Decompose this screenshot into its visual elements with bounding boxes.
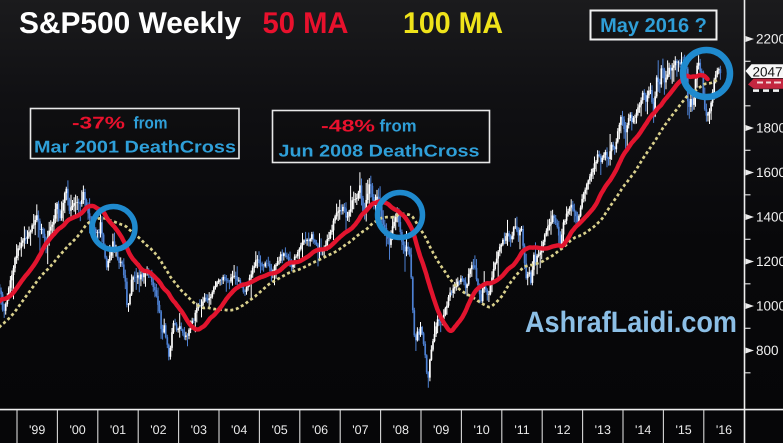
svg-text:100 MA: 100 MA [403, 7, 503, 40]
svg-text:'06: '06 [312, 423, 328, 437]
svg-text:from: from [134, 114, 168, 133]
svg-text:'13: '13 [595, 423, 611, 437]
svg-text:'00: '00 [69, 423, 85, 437]
svg-text:1200: 1200 [756, 254, 783, 269]
svg-text:May 2016 ?: May 2016 ? [600, 15, 707, 37]
svg-text:'15: '15 [675, 423, 691, 437]
svg-text:'08: '08 [393, 423, 409, 437]
svg-text:Mar 2001 DeathCross: Mar 2001 DeathCross [34, 138, 236, 157]
svg-text:'12: '12 [554, 423, 570, 437]
svg-text:'09: '09 [433, 423, 449, 437]
svg-text:800: 800 [756, 343, 779, 358]
svg-text:1400: 1400 [756, 210, 783, 225]
svg-text:'03: '03 [191, 423, 207, 437]
svg-text:'05: '05 [271, 423, 287, 437]
svg-text:-37%: -37% [72, 114, 125, 133]
svg-text:'02: '02 [150, 423, 166, 437]
svg-text:from: from [380, 117, 417, 136]
svg-text:2200: 2200 [756, 32, 783, 47]
svg-text:'01: '01 [110, 423, 126, 437]
svg-text:1000: 1000 [756, 299, 783, 314]
svg-text:'04: '04 [231, 423, 247, 437]
svg-text:Jun 2008 DeathCross: Jun 2008 DeathCross [279, 142, 480, 161]
svg-text:-48%: -48% [321, 117, 375, 136]
svg-text:50 MA: 50 MA [263, 7, 349, 40]
svg-text:1800: 1800 [756, 121, 783, 136]
svg-text:'10: '10 [473, 423, 489, 437]
svg-text:S&P500 Weekly: S&P500 Weekly [19, 7, 241, 40]
svg-text:'14: '14 [635, 423, 651, 437]
svg-text:'16: '16 [716, 423, 732, 437]
svg-text:'99: '99 [29, 423, 45, 437]
svg-text:'07: '07 [352, 423, 368, 437]
svg-text:1600: 1600 [756, 165, 783, 180]
svg-text:'11: '11 [514, 423, 529, 437]
svg-text:2047.: 2047. [753, 65, 783, 80]
svg-text:AshrafLaidi.com: AshrafLaidi.com [525, 306, 737, 339]
